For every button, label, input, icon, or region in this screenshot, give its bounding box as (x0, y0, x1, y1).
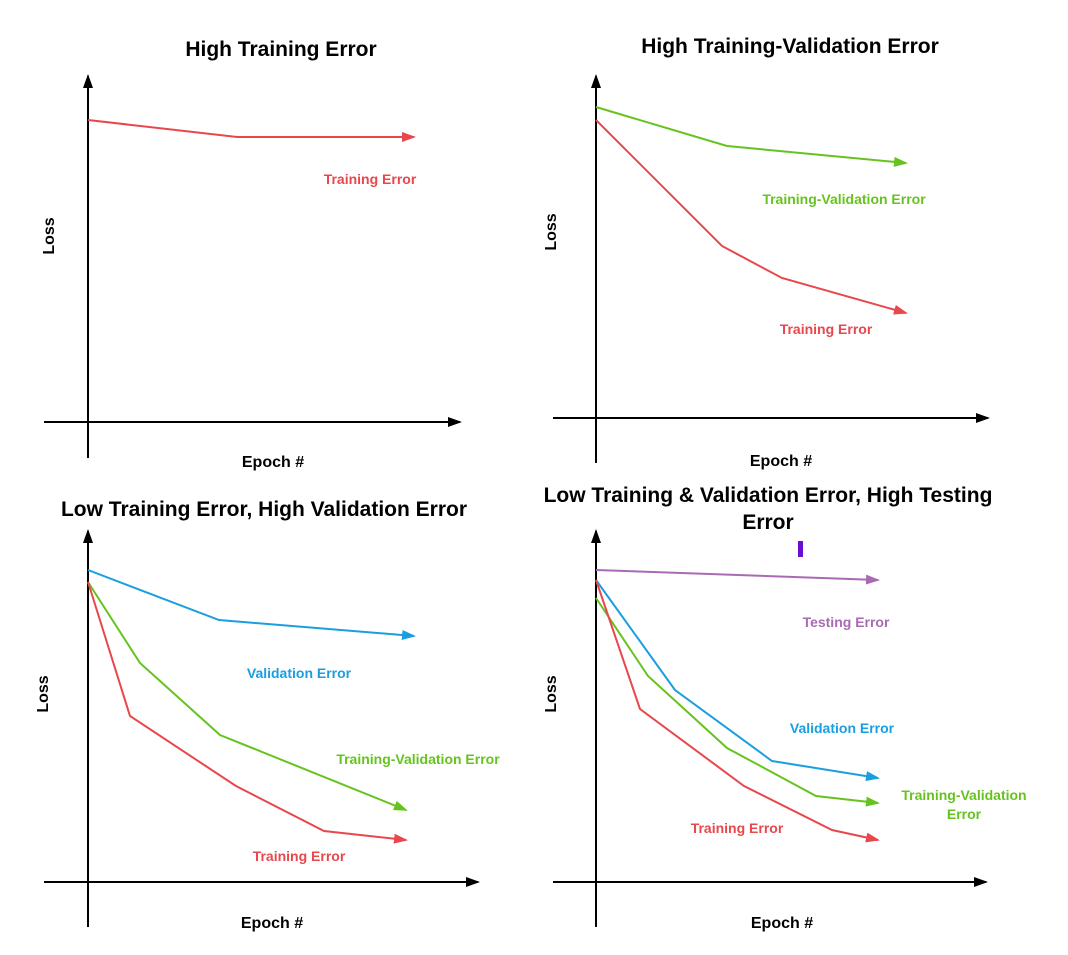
training-validation-error-line (595, 597, 880, 807)
panel-title: High Training Error (185, 38, 376, 61)
validation-error-label: Validation Error (247, 665, 352, 681)
training-validation-error-label: Training-Validation Error (762, 191, 926, 207)
y-axis-label: Loss (35, 675, 52, 712)
validation-error-label: Validation Error (790, 720, 895, 736)
x-axis-label: Epoch # (242, 454, 304, 471)
training-error-label: Training Error (780, 321, 873, 337)
validation-error-line (595, 579, 880, 782)
training-error-line (595, 119, 908, 315)
cursor-marker (798, 541, 803, 557)
training-error-line (87, 581, 408, 844)
panel-low-training-high-validation-error: Low Training Error, High Validation Erro… (35, 498, 500, 932)
panel-high-testing-error: Low Training & Validation Error, High Te… (543, 484, 1027, 932)
training-validation-error-line (87, 581, 408, 811)
panel-high-training-error: High Training Error Epoch # Loss Trainin… (41, 38, 462, 471)
training-error-label: Training Error (253, 848, 346, 864)
testing-error-label: Testing Error (803, 614, 890, 630)
panel-high-training-validation-error: High Training-Validation Error Epoch # L… (543, 35, 990, 470)
y-axis-label: Loss (543, 675, 560, 712)
testing-error-line (595, 569, 880, 585)
training-validation-error-label-line-1: Training-Validation (901, 787, 1026, 803)
panel-title: Low Training Error, High Validation Erro… (61, 498, 467, 521)
training-validation-error-label: Training-Validation Error (336, 751, 500, 767)
panel-title-line-2: Error (742, 511, 793, 534)
x-axis-label: Epoch # (241, 915, 303, 932)
training-validation-error-line (595, 106, 908, 167)
y-axis-label: Loss (41, 217, 58, 254)
x-axis-label: Epoch # (750, 453, 812, 470)
training-error-line (87, 119, 416, 142)
training-error-line (595, 579, 880, 843)
panel-title-line-1: Low Training & Validation Error, High Te… (544, 484, 993, 507)
training-validation-error-label-line-2: Error (947, 806, 982, 822)
y-axis-label: Loss (543, 213, 560, 250)
x-axis-label: Epoch # (751, 915, 813, 932)
validation-error-line (87, 569, 416, 641)
training-error-label: Training Error (324, 171, 417, 187)
panel-title: High Training-Validation Error (641, 35, 939, 58)
training-error-label: Training Error (691, 820, 784, 836)
